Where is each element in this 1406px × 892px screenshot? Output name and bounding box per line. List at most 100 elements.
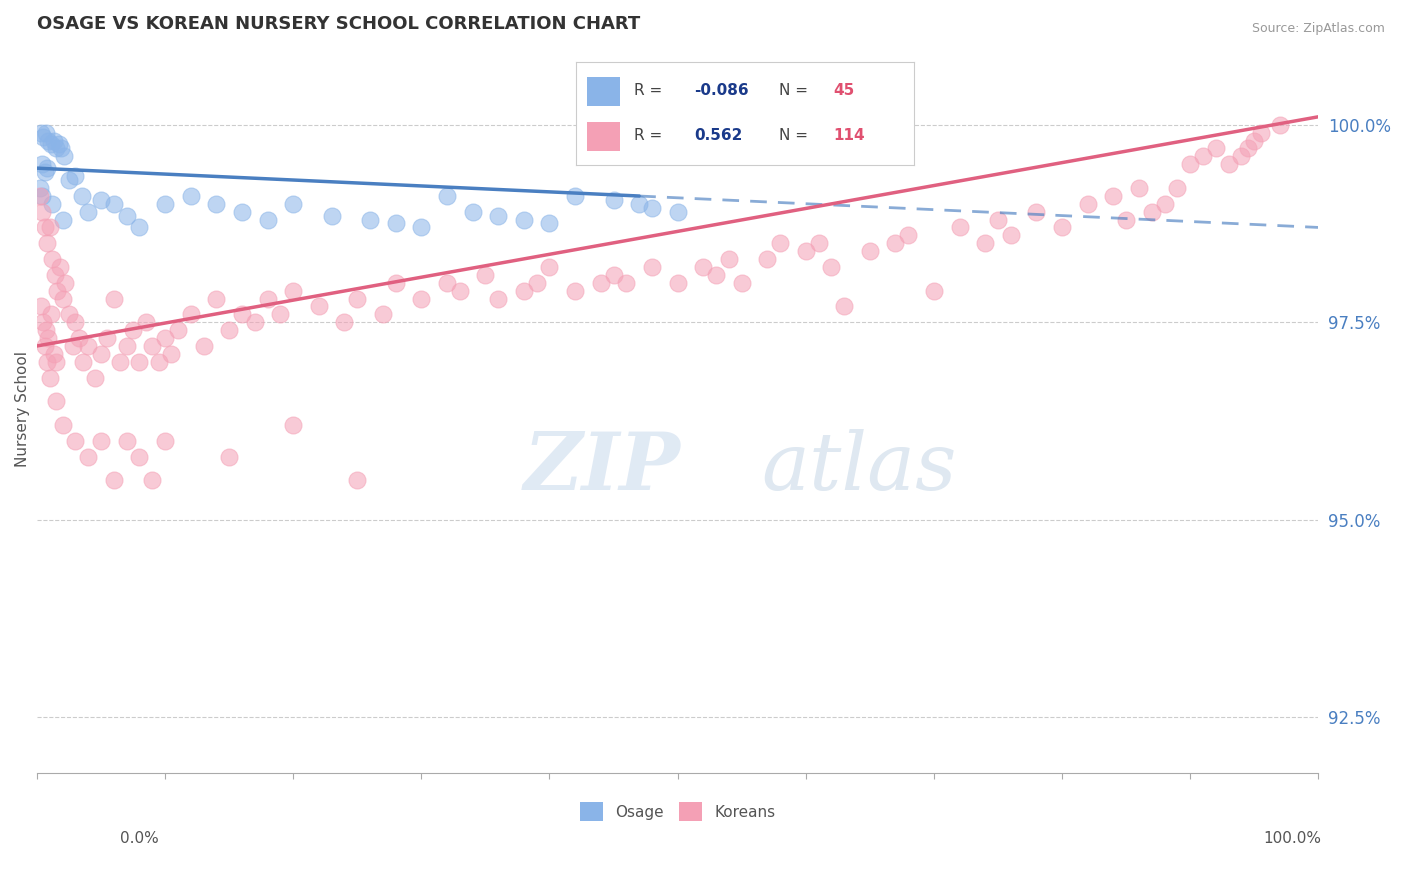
Point: [128, 220, 150, 235]
Point: [67, 331, 90, 345]
Point: [32, 315, 55, 329]
Point: [756, 252, 779, 266]
Point: [31, 157, 53, 171]
Text: N =: N =: [779, 83, 813, 97]
Point: [218, 450, 240, 464]
Point: [41, 196, 63, 211]
Point: [141, 473, 163, 487]
Point: [205, 292, 228, 306]
Point: [180, 307, 202, 321]
Point: [153, 196, 176, 211]
Point: [346, 473, 368, 487]
Point: [987, 212, 1010, 227]
Point: [58, 173, 80, 187]
Point: [128, 450, 150, 464]
Point: [45, 355, 67, 369]
Point: [70, 189, 93, 203]
Point: [52, 417, 75, 432]
Point: [31, 189, 53, 203]
Point: [103, 196, 125, 211]
Point: [52, 212, 75, 227]
Point: [193, 339, 215, 353]
Point: [1102, 189, 1125, 203]
Point: [128, 355, 150, 369]
Point: [205, 196, 228, 211]
Point: [115, 434, 138, 448]
Point: [1166, 181, 1188, 195]
Point: [731, 276, 754, 290]
Point: [589, 276, 612, 290]
Point: [218, 323, 240, 337]
Point: [256, 212, 278, 227]
Point: [628, 196, 651, 211]
Point: [77, 204, 100, 219]
Text: N =: N =: [779, 128, 813, 143]
Point: [96, 331, 118, 345]
Point: [30, 126, 52, 140]
Point: [666, 276, 689, 290]
Point: [513, 212, 536, 227]
Point: [30, 300, 52, 314]
Point: [48, 137, 70, 152]
Point: [37, 355, 59, 369]
Point: [39, 137, 62, 152]
Point: [384, 276, 406, 290]
Point: [922, 284, 945, 298]
Point: [474, 268, 496, 282]
Point: [46, 284, 69, 298]
Point: [28, 189, 51, 203]
Point: [436, 189, 458, 203]
Point: [1025, 204, 1047, 219]
Point: [51, 141, 73, 155]
Point: [283, 196, 305, 211]
Point: [269, 307, 291, 321]
Text: R =: R =: [634, 128, 666, 143]
Point: [83, 370, 105, 384]
Text: 0.562: 0.562: [695, 128, 742, 143]
Point: [564, 189, 586, 203]
Point: [34, 339, 56, 353]
Point: [1000, 228, 1022, 243]
Point: [38, 220, 60, 235]
Y-axis label: Nursery School: Nursery School: [15, 351, 30, 467]
Point: [37, 331, 59, 345]
Point: [321, 209, 343, 223]
Point: [35, 323, 58, 337]
Point: [411, 220, 433, 235]
Text: atlas: atlas: [761, 429, 956, 506]
Point: [641, 260, 664, 274]
Point: [513, 284, 536, 298]
Point: [283, 417, 305, 432]
Point: [308, 300, 330, 314]
Point: [37, 134, 59, 148]
Point: [141, 339, 163, 353]
Point: [974, 236, 997, 251]
Point: [65, 434, 87, 448]
Point: [884, 236, 907, 251]
Point: [90, 434, 112, 448]
Point: [37, 161, 59, 176]
Point: [65, 315, 87, 329]
Point: [148, 355, 170, 369]
Point: [538, 217, 561, 231]
Point: [35, 126, 58, 140]
Point: [1050, 220, 1073, 235]
Text: Source: ZipAtlas.com: Source: ZipAtlas.com: [1251, 22, 1385, 36]
Point: [231, 307, 253, 321]
Point: [243, 315, 266, 329]
Point: [72, 355, 94, 369]
Point: [90, 193, 112, 207]
Point: [34, 165, 56, 179]
Point: [283, 284, 305, 298]
Point: [371, 307, 394, 321]
Point: [692, 260, 714, 274]
Point: [44, 268, 66, 282]
Text: 0.0%: 0.0%: [120, 831, 159, 846]
Point: [52, 292, 75, 306]
Text: 100.0%: 100.0%: [1264, 831, 1322, 846]
Text: R =: R =: [634, 83, 666, 97]
Point: [1218, 157, 1240, 171]
Point: [461, 204, 484, 219]
Point: [53, 276, 76, 290]
Point: [167, 323, 190, 337]
